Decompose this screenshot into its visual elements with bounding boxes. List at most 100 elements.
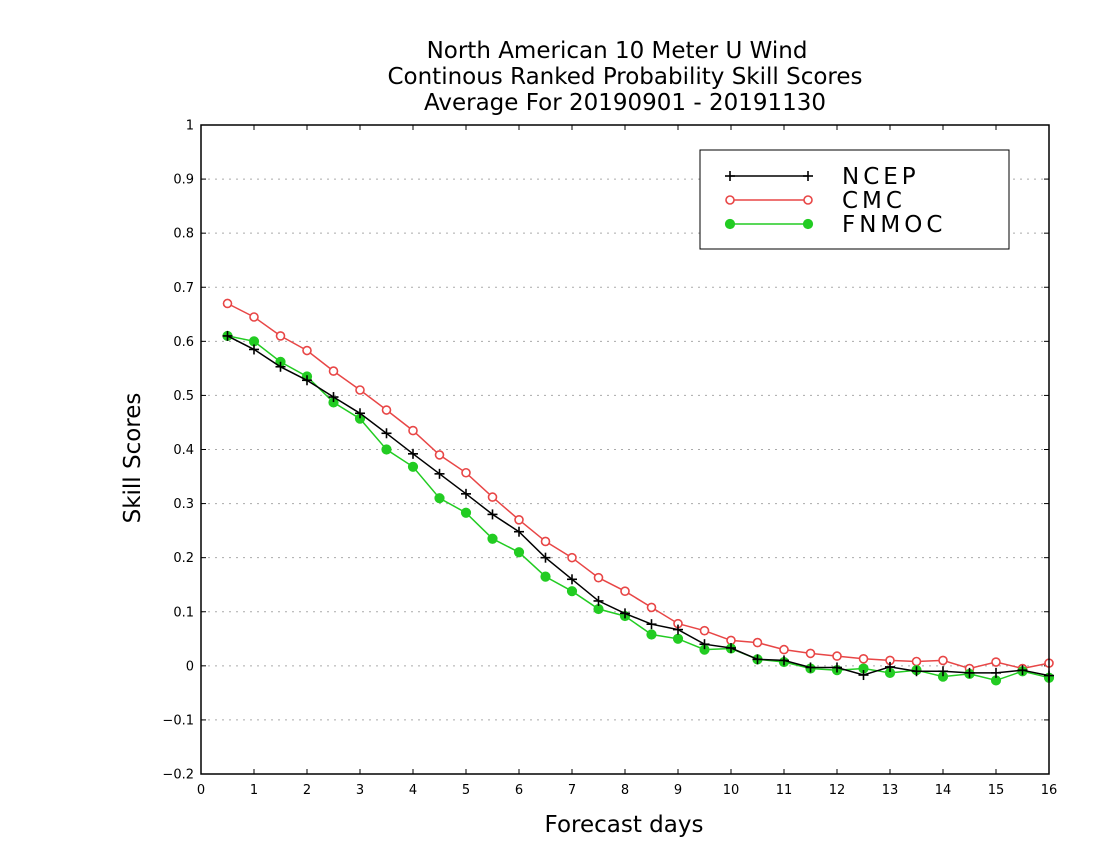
- data-point-cmc: [328, 366, 339, 376]
- x-tick-label: 10: [723, 783, 740, 798]
- data-point-fnmoc: [381, 444, 392, 455]
- data-point-cmc: [275, 331, 286, 341]
- data-point-cmc: [434, 450, 445, 460]
- chart-title-line-2: Continous Ranked Probability Skill Score…: [387, 64, 862, 90]
- data-point-ncep: [991, 667, 1001, 678]
- data-point-cmc: [381, 405, 392, 415]
- y-tick-label: 0.1: [173, 605, 194, 620]
- data-point-ncep: [355, 408, 365, 419]
- data-point-ncep: [938, 666, 948, 677]
- data-point-cmc: [991, 657, 1001, 667]
- data-point-ncep: [699, 639, 710, 650]
- data-point-cmc: [832, 651, 842, 661]
- data-series: [222, 298, 1055, 686]
- y-tick-label: 0.7: [173, 281, 194, 296]
- x-tick-label: 4: [409, 783, 417, 798]
- chart-title-line-3: Average For 20190901 - 20191130: [424, 90, 826, 116]
- data-point-fnmoc: [672, 633, 684, 644]
- data-point-ncep: [434, 468, 445, 479]
- x-tick-label: 6: [515, 783, 523, 798]
- data-point-cmc: [514, 515, 524, 525]
- x-tick-label: 9: [674, 783, 682, 798]
- data-point-ncep: [222, 330, 233, 341]
- series-fnmoc: [222, 330, 1055, 686]
- y-tick-label: 1: [186, 119, 194, 134]
- data-point-ncep: [540, 552, 551, 563]
- x-tick-label: 11: [776, 783, 793, 798]
- data-point-ncep: [752, 654, 763, 665]
- data-point-cmc: [567, 552, 577, 563]
- legend-label-cmc: CMC: [842, 188, 906, 214]
- y-tick-label: 0: [186, 659, 194, 674]
- legend-entry-ncep: NCEP: [725, 164, 920, 190]
- data-point-fnmoc: [646, 629, 657, 640]
- y-tick-label: 0.8: [173, 227, 194, 242]
- data-point-ncep: [911, 666, 922, 677]
- data-point-fnmoc: [407, 461, 419, 472]
- data-point-cmc: [858, 654, 869, 664]
- data-point-cmc: [593, 572, 604, 583]
- data-point-cmc: [461, 467, 471, 478]
- data-point-cmc: [355, 385, 365, 395]
- data-point-fnmoc: [513, 547, 525, 558]
- data-point-ncep: [275, 361, 286, 372]
- data-point-ncep: [381, 428, 392, 439]
- data-point-ncep: [964, 667, 975, 678]
- x-tick-label: 0: [197, 783, 205, 798]
- legend-marker-cmc: [725, 195, 735, 205]
- y-axis-label: Skill Scores: [120, 393, 146, 524]
- chart-title: North American 10 Meter U Wind Continous…: [387, 38, 862, 116]
- series-line-fnmoc: [227, 335, 1050, 682]
- data-point-ncep: [461, 488, 471, 499]
- data-point-fnmoc: [434, 493, 445, 504]
- x-tick-label: 15: [988, 783, 1005, 798]
- data-point-cmc: [805, 648, 816, 659]
- data-point-fnmoc: [487, 533, 498, 544]
- data-point-cmc: [752, 637, 763, 648]
- legend-entry-cmc: CMC: [725, 188, 906, 214]
- x-tick-label: 16: [1041, 783, 1058, 798]
- data-point-ncep: [805, 662, 816, 673]
- y-tick-label: 0.9: [173, 173, 194, 188]
- x-tick-label: 3: [356, 783, 364, 798]
- legend-marker-ncep: [803, 171, 813, 181]
- legend-label-ncep: NCEP: [842, 164, 920, 190]
- data-point-ncep: [885, 661, 895, 672]
- data-point-ncep: [726, 642, 736, 653]
- data-point-ncep: [832, 662, 842, 673]
- data-point-ncep: [487, 509, 498, 520]
- x-tick-label: 13: [882, 783, 899, 798]
- series-cmc: [222, 298, 1054, 674]
- data-point-ncep: [673, 624, 683, 635]
- data-point-cmc: [646, 602, 657, 613]
- data-point-cmc: [540, 536, 551, 547]
- grid-lines: [201, 178, 1049, 721]
- x-tick-label: 14: [935, 783, 952, 798]
- legend-marker-fnmoc: [724, 218, 736, 230]
- data-point-ncep: [408, 448, 418, 459]
- legend-entry-fnmoc: FNMOC: [724, 212, 942, 238]
- data-point-fnmoc: [540, 571, 551, 582]
- y-tick-label: 0.6: [173, 335, 194, 350]
- data-point-cmc: [620, 586, 630, 596]
- x-tick-label: 2: [303, 783, 311, 798]
- data-point-cmc: [779, 644, 789, 655]
- legend-marker-ncep: [725, 171, 735, 181]
- data-point-fnmoc: [566, 586, 578, 597]
- x-tick-label: 8: [621, 783, 629, 798]
- data-point-ncep: [620, 608, 630, 619]
- data-point-ncep: [1017, 665, 1028, 676]
- data-point-cmc: [911, 656, 922, 667]
- data-point-ncep: [779, 655, 789, 666]
- series-line-cmc: [227, 302, 1050, 670]
- x-tick-label: 5: [462, 783, 470, 798]
- data-point-ncep: [858, 670, 869, 681]
- data-point-fnmoc: [460, 507, 472, 518]
- data-point-cmc: [487, 492, 498, 502]
- x-tick-label: 12: [829, 783, 846, 798]
- y-tick-label: 0.4: [173, 443, 194, 458]
- y-tick-label: 0.5: [173, 389, 194, 404]
- data-point-ncep: [302, 375, 312, 386]
